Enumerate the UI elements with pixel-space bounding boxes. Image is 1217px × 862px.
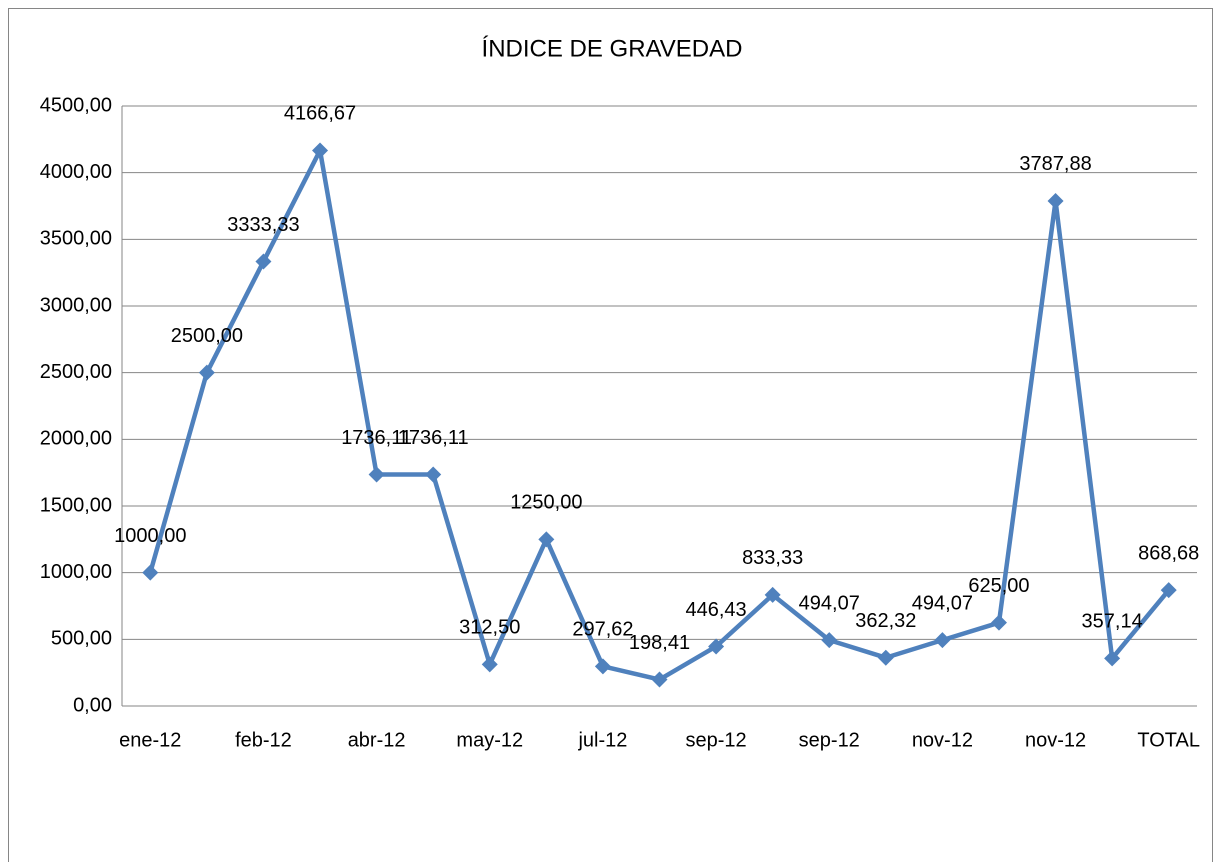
chart-title: ÍNDICE DE GRAVEDAD [482, 35, 743, 62]
x-tick-label: nov-12 [1025, 729, 1086, 751]
chart-border [8, 8, 1213, 862]
data-point [1160, 582, 1177, 599]
data-label: 1736,11 [398, 427, 469, 449]
y-tick-label: 4500,00 [40, 94, 112, 116]
y-tick-label: 1000,00 [40, 561, 112, 583]
data-label: 312,50 [459, 617, 520, 639]
data-point [990, 614, 1007, 631]
data-point [764, 586, 781, 603]
x-tick-label: TOTAL [1137, 729, 1200, 751]
x-tick-label: sep-12 [686, 729, 747, 751]
data-label: 2500,00 [171, 325, 243, 347]
data-point [312, 142, 329, 159]
x-tick-label: feb-12 [235, 729, 292, 751]
data-label: 494,07 [912, 592, 973, 614]
x-tick-label: sep-12 [799, 729, 860, 751]
y-tick-label: 3000,00 [40, 294, 112, 316]
data-label: 198,41 [629, 632, 690, 654]
data-label: 446,43 [685, 599, 746, 621]
data-point [198, 364, 215, 381]
data-label: 494,07 [799, 592, 860, 614]
data-point [821, 632, 838, 649]
data-point [425, 466, 442, 483]
data-point [934, 632, 951, 649]
data-point [142, 564, 159, 581]
data-label: 1250,00 [510, 492, 582, 514]
x-tick-label: nov-12 [912, 729, 973, 751]
y-tick-label: 2000,00 [40, 428, 112, 450]
data-label: 833,33 [742, 547, 803, 569]
data-label: 1736,11 [341, 427, 412, 449]
x-tick-label: jul-12 [577, 729, 627, 751]
x-tick-label: ene-12 [119, 729, 181, 751]
data-label: 357,14 [1082, 611, 1143, 633]
data-point [594, 658, 611, 675]
x-tick-label: may-12 [456, 729, 523, 751]
x-tick-label: abr-12 [348, 729, 406, 751]
y-tick-label: 2500,00 [40, 361, 112, 383]
data-point [255, 253, 272, 270]
data-point [651, 671, 668, 688]
data-label: 362,32 [855, 610, 916, 632]
data-point [368, 466, 385, 483]
data-point [1104, 650, 1121, 667]
data-label: 4166,67 [284, 103, 356, 125]
y-tick-label: 4000,00 [40, 161, 112, 183]
data-label: 1000,00 [114, 525, 186, 547]
data-label: 3333,33 [227, 214, 299, 236]
data-point [481, 656, 498, 673]
y-tick-label: 0,00 [73, 694, 112, 716]
y-tick-label: 500,00 [51, 628, 112, 650]
data-label: 3787,88 [1019, 153, 1091, 175]
data-point [538, 531, 555, 548]
data-point [1047, 192, 1064, 209]
data-point [877, 649, 894, 666]
y-tick-label: 1500,00 [40, 494, 112, 516]
data-point [708, 638, 725, 655]
data-label: 868,68 [1138, 542, 1199, 564]
y-tick-label: 3500,00 [40, 228, 112, 250]
data-label: 297,62 [572, 619, 633, 641]
data-label: 625,00 [968, 575, 1029, 597]
